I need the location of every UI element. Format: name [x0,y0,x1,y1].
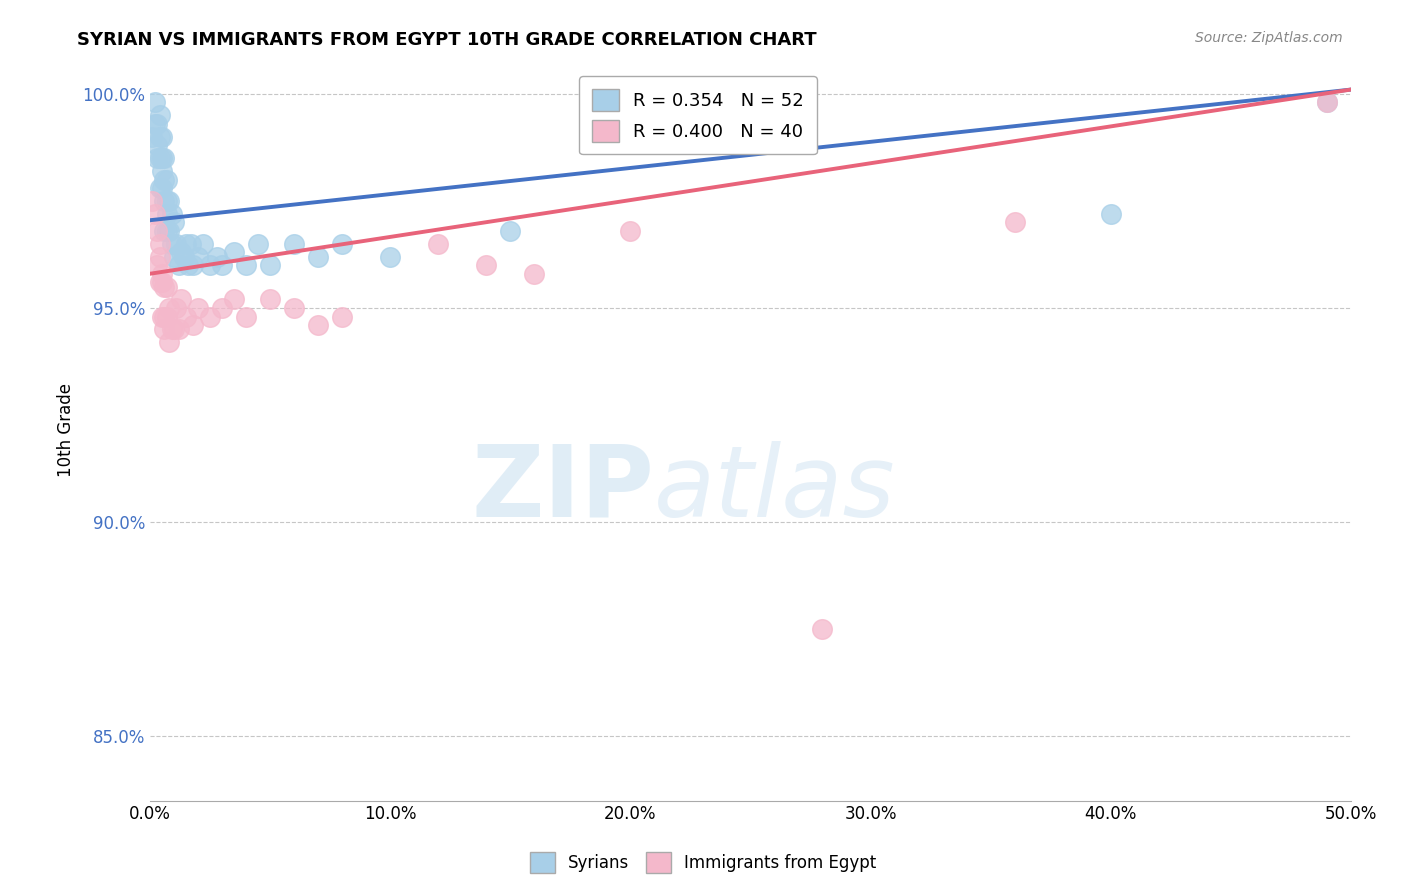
Point [143,117,166,131]
Point [163,322,186,336]
Point [174,236,197,251]
Point [143,95,166,110]
Point [156,310,179,324]
Point [307,318,329,333]
Point [149,276,172,290]
Point [150,151,173,165]
Point [156,279,179,293]
Y-axis label: 10th Grade: 10th Grade [58,383,75,477]
Point [211,301,233,315]
Point [499,224,522,238]
Point [149,250,172,264]
Legend: Syrians, Immigrants from Egypt: Syrians, Immigrants from Egypt [523,846,883,880]
Point [150,129,173,144]
Point [523,267,546,281]
Point [177,258,200,272]
Point [157,335,180,350]
Point [207,250,229,264]
Point [222,293,245,307]
Point [149,236,172,251]
Point [153,194,176,208]
Point [173,250,195,264]
Point [150,181,173,195]
Text: Source: ZipAtlas.com: Source: ZipAtlas.com [1195,31,1343,45]
Point [150,310,173,324]
Point [163,250,186,264]
Point [146,117,169,131]
Point [187,301,209,315]
Point [149,129,172,144]
Point [141,194,163,208]
Point [811,622,834,636]
Point [330,236,353,251]
Point [153,224,176,238]
Point [160,207,183,221]
Point [307,250,329,264]
Text: atlas: atlas [654,441,896,538]
Point [150,267,173,281]
Point [146,258,169,272]
Point [283,301,305,315]
Point [235,258,257,272]
Point [181,258,204,272]
Point [143,207,166,221]
Point [259,293,281,307]
Point [247,236,270,251]
Point [235,310,257,324]
Point [475,258,498,272]
Point [157,224,180,238]
Point [163,215,186,229]
Point [167,322,190,336]
Point [1316,95,1339,110]
Point [141,129,163,144]
Point [181,318,204,333]
Point [1099,207,1122,221]
Point [427,236,450,251]
Point [222,245,245,260]
Point [156,224,179,238]
Point [153,151,176,165]
Point [165,236,187,251]
Point [160,236,183,251]
Point [149,151,172,165]
Point [167,258,190,272]
Point [283,236,305,251]
Text: ZIP: ZIP [471,441,654,538]
Point [153,322,176,336]
Point [157,194,180,208]
Point [150,276,173,290]
Legend: R = 0.354   N = 52, R = 0.400   N = 40: R = 0.354 N = 52, R = 0.400 N = 40 [579,76,817,154]
Point [187,250,209,264]
Point [146,138,169,153]
Point [378,250,401,264]
Point [150,164,173,178]
Point [153,172,176,186]
Point [160,322,183,336]
Point [191,236,214,251]
Point [198,310,221,324]
Point [157,301,180,315]
Point [180,236,202,251]
Point [174,310,197,324]
Point [156,207,179,221]
Point [156,172,179,186]
Point [170,245,193,260]
Point [330,310,353,324]
Text: SYRIAN VS IMMIGRANTS FROM EGYPT 10TH GRADE CORRELATION CHART: SYRIAN VS IMMIGRANTS FROM EGYPT 10TH GRA… [77,31,817,49]
Point [619,224,641,238]
Point [149,108,172,122]
Point [153,310,176,324]
Point [1004,215,1026,229]
Point [259,258,281,272]
Point [146,224,169,238]
Point [156,194,179,208]
Point [149,181,172,195]
Point [165,301,187,315]
Point [153,279,176,293]
Point [170,293,193,307]
Point [146,151,169,165]
Point [198,258,221,272]
Point [211,258,233,272]
Point [1316,95,1339,110]
